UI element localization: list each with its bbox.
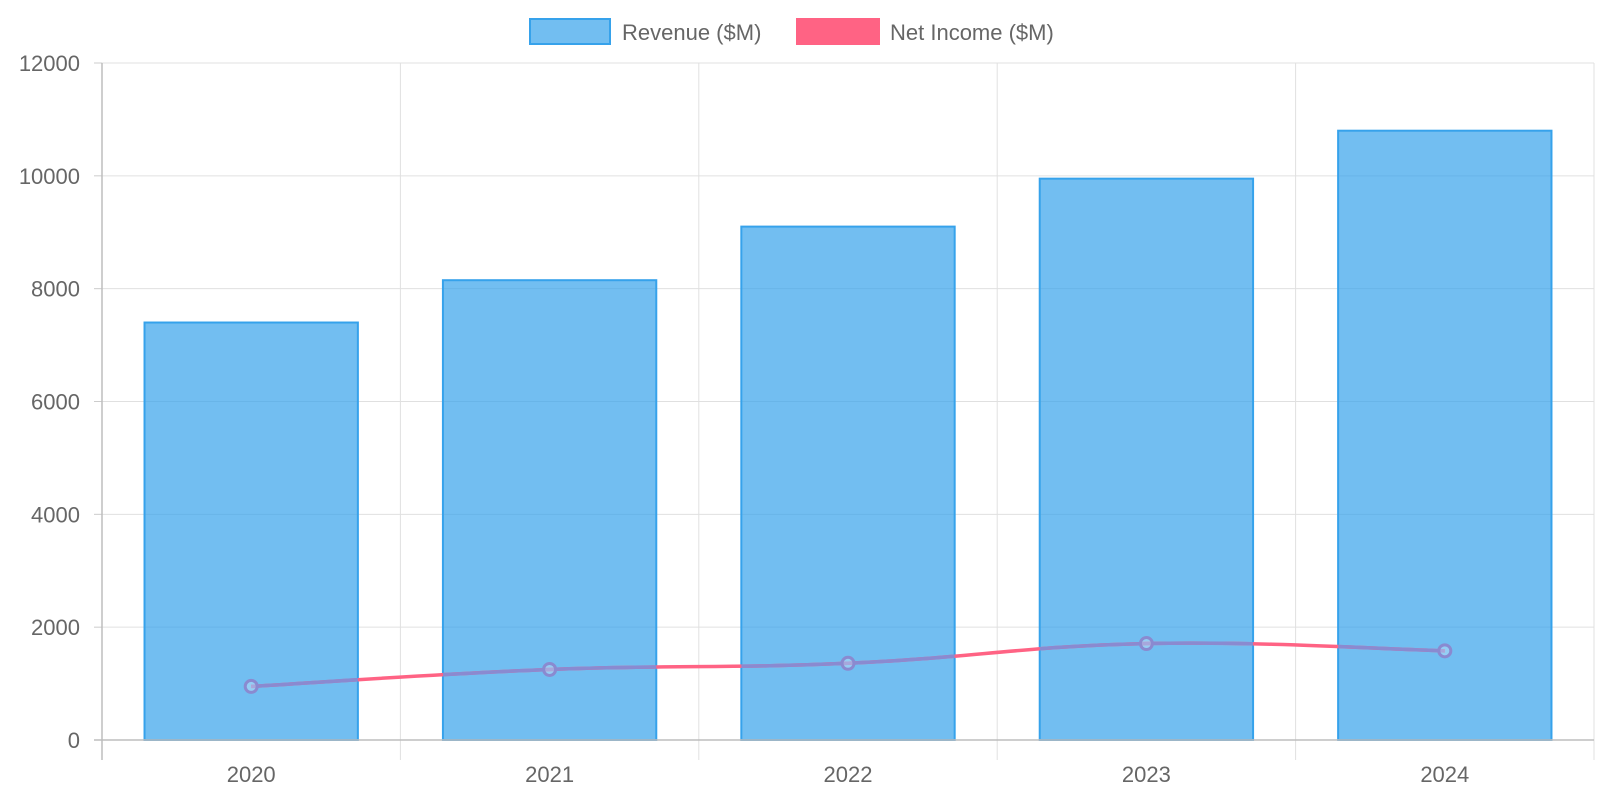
point-net-income-2020[interactable] bbox=[243, 678, 259, 694]
legend-label-net-income[interactable]: Net Income ($M) bbox=[890, 20, 1054, 45]
x-tick-label: 2021 bbox=[525, 762, 574, 787]
y-tick-label: 8000 bbox=[31, 277, 80, 302]
y-tick-label: 0 bbox=[68, 728, 80, 753]
bar-revenue-2022[interactable] bbox=[740, 225, 956, 741]
y-tick-label: 4000 bbox=[31, 502, 80, 527]
axes: 0 2000 4000 6000 8000 10000 12000 2020 2021 2022 2… bbox=[19, 51, 1594, 787]
x-tick-label: 2024 bbox=[1420, 762, 1469, 787]
y-tick-label: 10000 bbox=[19, 164, 80, 189]
net-income-line-series bbox=[243, 636, 1453, 694]
x-tick-label: 2022 bbox=[824, 762, 873, 787]
y-tick-label: 2000 bbox=[31, 615, 80, 640]
bar-revenue-2024[interactable] bbox=[1337, 129, 1553, 741]
point-net-income-2024[interactable] bbox=[1437, 643, 1453, 659]
legend-swatch-net-income[interactable] bbox=[796, 18, 880, 45]
point-net-income-2022[interactable] bbox=[840, 655, 856, 671]
point-net-income-2023[interactable] bbox=[1138, 636, 1154, 652]
y-tick-label: 12000 bbox=[19, 51, 80, 76]
legend-label-revenue[interactable]: Revenue ($M) bbox=[622, 20, 761, 45]
bar-revenue-2020[interactable] bbox=[143, 321, 359, 741]
bar-revenue-2023[interactable] bbox=[1038, 177, 1255, 741]
revenue-bars bbox=[143, 129, 1553, 741]
legend: Revenue ($M) Net Income ($M) bbox=[529, 18, 1054, 45]
x-tick-label: 2023 bbox=[1122, 762, 1171, 787]
point-net-income-2021[interactable] bbox=[542, 661, 558, 677]
x-tick-label: 2020 bbox=[227, 762, 276, 787]
y-tick-label: 6000 bbox=[31, 390, 80, 415]
legend-swatch-revenue[interactable] bbox=[529, 18, 611, 45]
